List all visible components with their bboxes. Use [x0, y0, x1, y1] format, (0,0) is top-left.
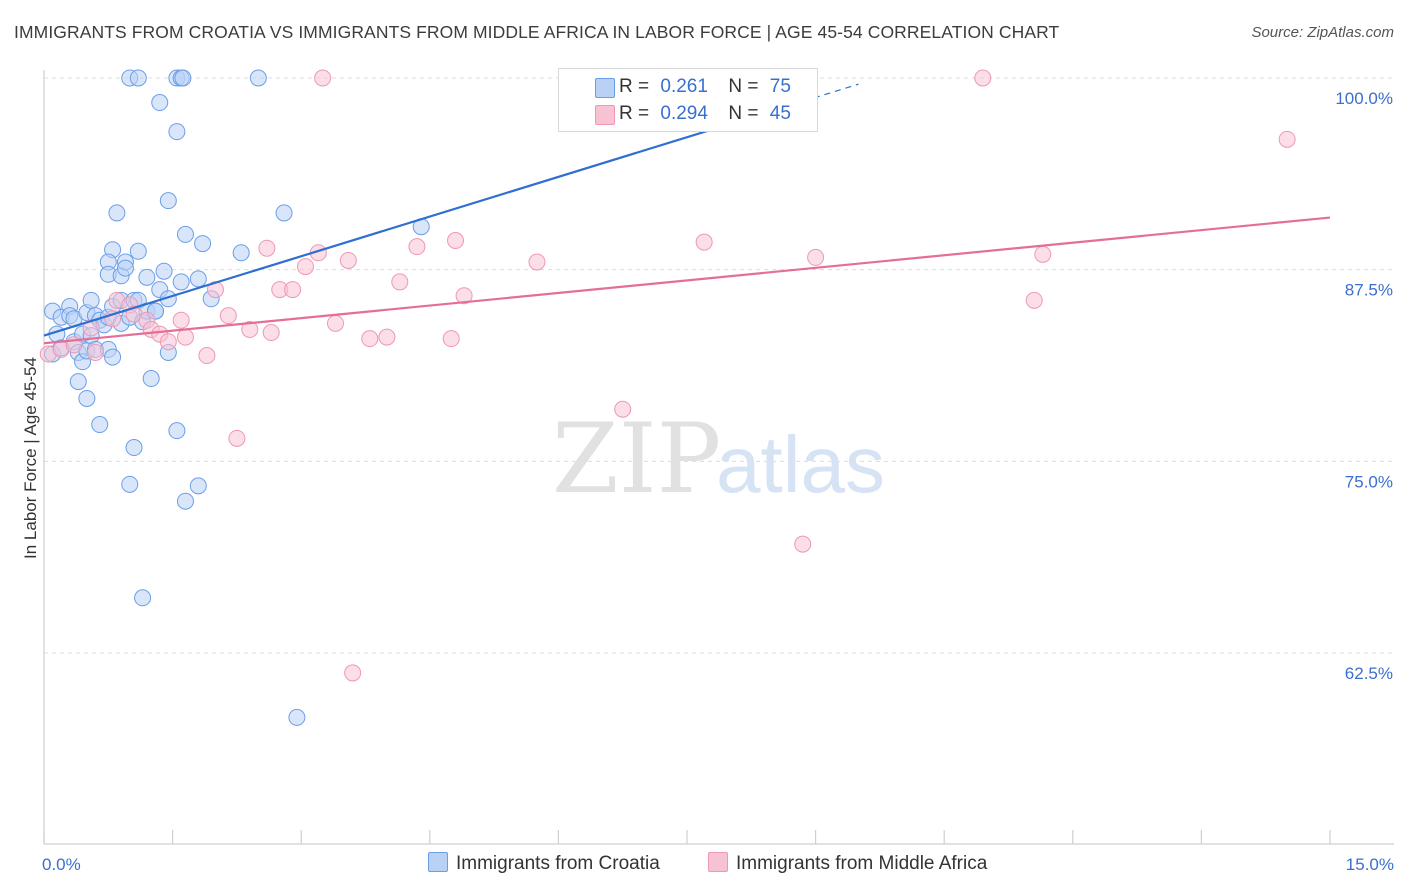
croatia-point [174, 69, 192, 87]
croatia-point [172, 273, 190, 291]
croatia-point [288, 708, 306, 726]
middle-africa-point [391, 273, 409, 291]
legend-r-label: R = [619, 103, 650, 124]
tick-labels: 100.0% 87.5% 75.0% 62.5% 0.0% 15.0% [42, 89, 1394, 874]
croatia-trend-line [43, 122, 731, 337]
chart-title: IMMIGRANTS FROM CROATIA VS IMMIGRANTS FR… [14, 22, 1060, 42]
middle-africa-point [159, 333, 177, 351]
croatia-point [275, 204, 293, 222]
legend-n-label: N = [728, 103, 759, 124]
bottom-legend-swatch-middle-africa [708, 852, 728, 872]
middle-africa-point [794, 535, 812, 553]
middle-africa-point [176, 328, 194, 346]
middle-africa-point [296, 258, 314, 276]
bottom-legend-middle-africa: Immigrants from Middle Africa [708, 852, 987, 876]
middle-africa-point [442, 330, 460, 348]
y-axis-label: In Labor Force | Age 45-54 [21, 357, 40, 559]
middle-africa-point [528, 253, 546, 271]
croatia-point [194, 235, 212, 253]
middle-africa-point [228, 429, 246, 447]
y-tick-label: 87.5% [1345, 281, 1393, 300]
legend-n-value-middle-africa: 45 [769, 103, 791, 124]
middle-africa-point [284, 281, 302, 299]
croatia-point [168, 422, 186, 440]
croatia-point [78, 389, 96, 407]
middle-africa-point [339, 251, 357, 269]
croatia-point [155, 262, 173, 280]
data-points [39, 69, 1296, 726]
middle-africa-point [241, 320, 259, 338]
middle-africa-point [974, 69, 992, 87]
middle-africa-point [258, 239, 276, 257]
middle-africa-point [314, 69, 332, 87]
middle-africa-point [86, 343, 104, 361]
bottom-legend-croatia: Immigrants from Croatia [428, 852, 660, 876]
legend-r-value-croatia: 0.261 [660, 76, 708, 97]
y-tick-label: 62.5% [1345, 664, 1393, 683]
croatia-point [189, 270, 207, 288]
croatia-point [151, 94, 169, 112]
croatia-point [129, 242, 147, 260]
middle-africa-point [614, 400, 632, 418]
croatia-point [82, 291, 100, 309]
croatia-point [91, 416, 109, 434]
legend-row-middle-africa: R = 0.294 N = 45 [595, 102, 791, 126]
stats-legend: R = 0.261 N = 75 R = 0.294 N = 45 [558, 68, 818, 132]
croatia-point [232, 244, 250, 262]
croatia-point [69, 373, 87, 391]
x-tick-label: 15.0% [1346, 855, 1394, 874]
grid-lines [44, 77, 1394, 654]
middle-africa-point [408, 238, 426, 256]
middle-africa-trend-line [43, 216, 1331, 345]
legend-swatch-croatia [595, 78, 615, 98]
croatia-point [176, 225, 194, 243]
croatia-point [129, 69, 147, 87]
x-tick-label: 0.0% [42, 855, 81, 874]
middle-africa-point [1034, 245, 1052, 263]
croatia-point [125, 439, 143, 457]
middle-africa-point [807, 248, 825, 266]
legend-n-label: N = [728, 76, 759, 97]
croatia-point [189, 477, 207, 495]
middle-africa-point [695, 233, 713, 251]
croatia-point [108, 204, 126, 222]
middle-africa-point [447, 232, 465, 250]
y-tick-label: 100.0% [1335, 89, 1393, 108]
middle-africa-point [326, 314, 344, 332]
middle-africa-point [378, 328, 396, 346]
source-credit: Source: ZipAtlas.com [1251, 24, 1394, 41]
middle-africa-point [344, 664, 362, 682]
axes [43, 70, 1394, 845]
y-tick-label: 75.0% [1345, 472, 1393, 491]
bottom-legend-swatch-croatia [428, 852, 448, 872]
middle-africa-point [455, 287, 473, 305]
croatia-point [176, 492, 194, 510]
croatia-point [116, 259, 134, 277]
croatia-point [138, 268, 156, 286]
croatia-point [168, 123, 186, 141]
legend-swatch-middle-africa [595, 105, 615, 125]
bottom-legend-label-croatia: Immigrants from Croatia [456, 853, 660, 874]
legend-n-value-croatia: 75 [769, 76, 791, 97]
middle-africa-point [1278, 130, 1296, 148]
bottom-legend-label-middle-africa: Immigrants from Middle Africa [736, 853, 988, 874]
croatia-point [134, 589, 152, 607]
middle-africa-point [198, 347, 216, 365]
croatia-point [142, 370, 160, 388]
croatia-point [249, 69, 267, 87]
legend-row-croatia: R = 0.261 N = 75 [595, 75, 791, 99]
croatia-point [121, 475, 139, 493]
middle-africa-point [1025, 291, 1043, 309]
croatia-point [104, 348, 122, 366]
croatia-point [159, 192, 177, 210]
watermark-zip: ZIP [552, 403, 721, 515]
middle-africa-point [262, 324, 280, 342]
watermark-atlas: atlas [716, 420, 885, 509]
legend-r-label: R = [619, 76, 650, 97]
legend-r-value-middle-africa: 0.294 [660, 103, 708, 124]
middle-africa-point [219, 307, 237, 325]
middle-africa-point [361, 330, 379, 348]
middle-africa-point [172, 311, 190, 329]
